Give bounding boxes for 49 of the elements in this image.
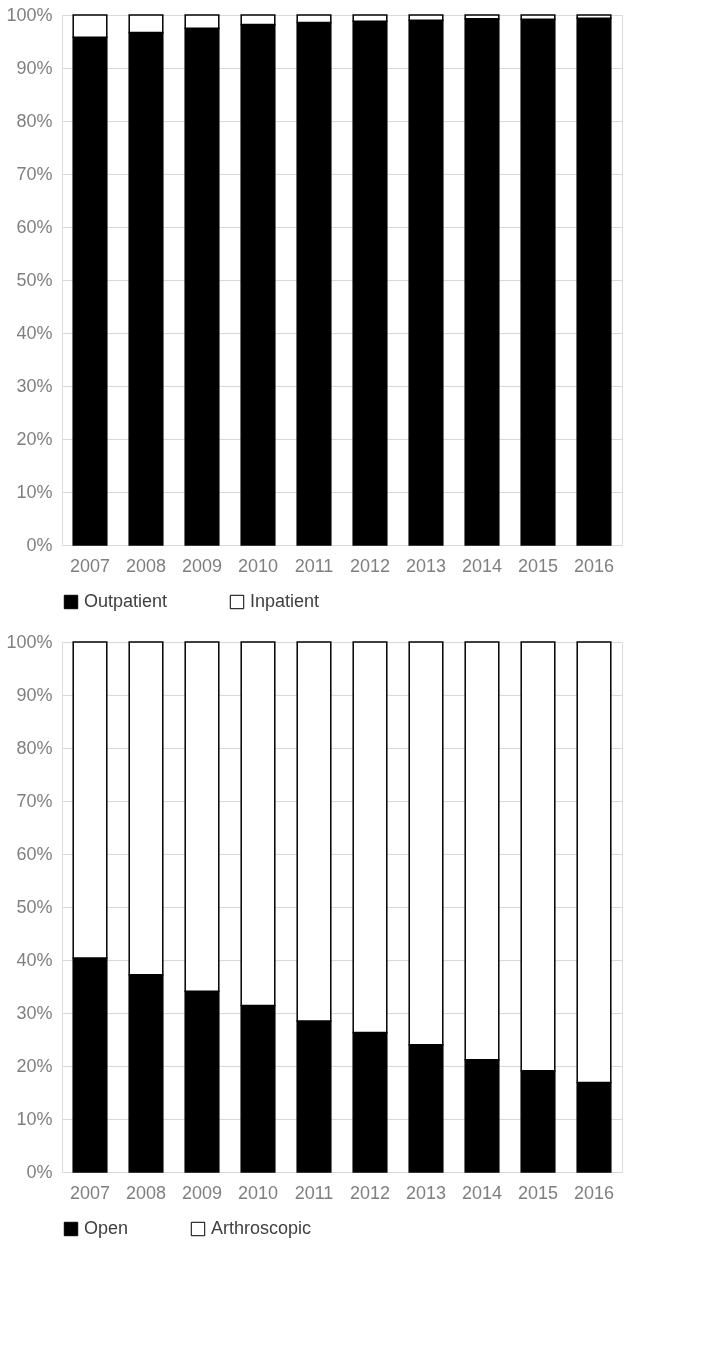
legend-label: Open <box>84 1218 129 1238</box>
y-tick-label: 20% <box>16 1055 53 1076</box>
x-tick-label: 2010 <box>237 555 279 576</box>
x-tick-label: 2010 <box>237 1182 279 1203</box>
x-tick-label: 2011 <box>294 555 334 576</box>
y-tick-label: 90% <box>16 57 53 78</box>
x-tick-label: 2008 <box>125 555 167 576</box>
y-tick-label: 90% <box>16 684 53 705</box>
x-tick-label: 2013 <box>405 555 447 576</box>
x-tick-label: 2016 <box>573 555 615 576</box>
y-tick-label: 100% <box>6 631 53 652</box>
x-tick-label: 2011 <box>294 1182 334 1203</box>
x-tick-label: 2007 <box>69 555 111 576</box>
x-tick-label: 2015 <box>517 1182 559 1203</box>
legend-label: Inpatient <box>250 591 320 611</box>
x-tick-label: 2016 <box>573 1182 615 1203</box>
x-tick-label: 2013 <box>405 1182 447 1203</box>
y-tick-label: 100% <box>6 4 53 25</box>
y-tick-label: 60% <box>16 216 53 237</box>
y-tick-label: 50% <box>16 269 53 290</box>
x-tick-label: 2014 <box>461 1182 503 1203</box>
y-tick-label: 10% <box>16 481 53 502</box>
x-tick-label: 2014 <box>461 555 503 576</box>
y-tick-label: 50% <box>16 896 53 917</box>
y-tick-label: 70% <box>16 163 53 184</box>
y-tick-label: 20% <box>16 428 53 449</box>
y-tick-label: 0% <box>26 534 53 555</box>
y-tick-label: 40% <box>16 949 53 970</box>
legend-label: Arthroscopic <box>211 1218 312 1238</box>
y-tick-label: 30% <box>16 375 53 396</box>
y-tick-label: 60% <box>16 843 53 864</box>
x-tick-label: 2012 <box>349 555 391 576</box>
y-tick-label: 0% <box>26 1161 53 1182</box>
bar <box>576 17 612 546</box>
y-tick-label: 80% <box>16 110 53 131</box>
y-tick-label: 30% <box>16 1002 53 1023</box>
legend-label: Outpatient <box>84 591 168 611</box>
x-tick-label: 2009 <box>181 555 223 576</box>
x-tick-label: 2012 <box>349 1182 391 1203</box>
x-tick-label: 2008 <box>125 1182 167 1203</box>
y-tick-label: 10% <box>16 1108 53 1129</box>
x-tick-label: 2015 <box>517 555 559 576</box>
y-tick-label: 70% <box>16 790 53 811</box>
bar <box>464 17 500 546</box>
y-tick-label: 40% <box>16 322 53 343</box>
x-tick-label: 2009 <box>181 1182 223 1203</box>
bar <box>520 18 556 546</box>
y-tick-label: 80% <box>16 737 53 758</box>
x-tick-label: 2007 <box>69 1182 111 1203</box>
